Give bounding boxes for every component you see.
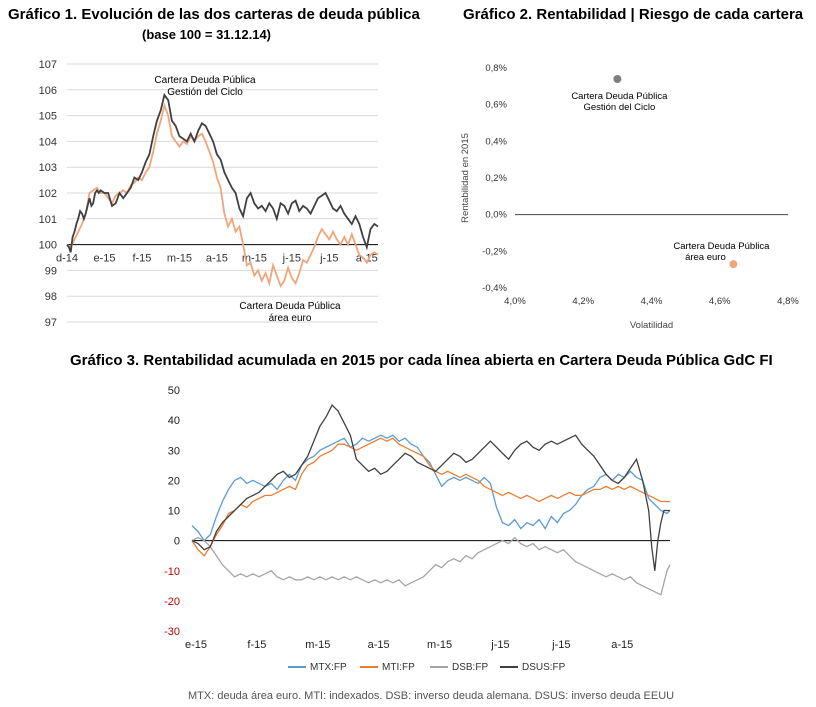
y-tick-label: 103 <box>39 162 57 174</box>
x-tick-label: 4,6% <box>709 296 731 307</box>
y-tick-label: 0,0% <box>485 210 507 221</box>
x-tick-label: j-15 <box>551 639 570 651</box>
y-tick-label: -0,2% <box>482 246 507 257</box>
chart2-title: Gráfico 2. Rentabilidad | Riesgo de cada… <box>463 6 804 23</box>
x-tick-label: a-15 <box>206 253 228 265</box>
y-tick-label: 0 <box>174 536 180 548</box>
point-area-euro <box>729 260 738 269</box>
x-tick-label: j-15 <box>490 639 509 651</box>
y-tick-label: -30 <box>164 626 180 638</box>
series-label: Gestión del Ciclo <box>167 87 243 98</box>
x-axis-label: Volatilidad <box>630 320 673 331</box>
x-tick-label: m-15 <box>242 253 267 265</box>
y-tick-label: 0,8% <box>485 63 507 74</box>
x-tick-label: j-15 <box>319 253 338 265</box>
chart2-plot: -0,4% -0,2% 0,0% 0,2% 0,4% 0,6% 0,8% 4,0% 4,2% 4,… <box>460 63 799 331</box>
x-tick-label: m-15 <box>167 253 192 265</box>
x-tick-label: 4,8% <box>777 296 799 307</box>
legend-label: MTX:FP <box>310 662 347 673</box>
y-axis-label: Rentabilidad en 2015 <box>460 133 471 223</box>
x-tick-label: d-14 <box>56 253 78 265</box>
legend-label: DSB:FP <box>452 662 488 673</box>
x-tick-label: a-15 <box>611 639 633 651</box>
point-label: Cartera Deuda Pública <box>673 241 770 252</box>
point-label: Cartera Deuda Pública <box>571 91 668 102</box>
chart3-title: Gráfico 3. Rentabilidad acumulada en 201… <box>70 352 773 369</box>
y-tick-label: 0,4% <box>485 136 507 147</box>
y-tick-label: 99 <box>45 265 57 277</box>
series-label: área euro <box>269 313 312 324</box>
chart3-plot: -30 -20 -10 0 10 20 30 40 50 e-15 f-15 m-15 a-15 m-15… <box>164 385 671 673</box>
x-tick-label: 4,4% <box>641 296 663 307</box>
x-tick-label: f-15 <box>247 639 266 651</box>
series-line-dsb-fp <box>191 536 671 596</box>
series-line-dsus-fp <box>191 404 670 571</box>
y-tick-label: 101 <box>39 214 57 226</box>
y-tick-label: 107 <box>39 59 57 71</box>
y-tick-label: 97 <box>45 317 57 329</box>
point-gestion-ciclo <box>613 75 622 83</box>
chart3-footnote: MTX: deuda área euro. MTI: indexados. DS… <box>188 690 675 702</box>
y-tick-label: 10 <box>168 506 180 518</box>
y-tick-label: 40 <box>168 415 180 427</box>
y-tick-label: -20 <box>164 596 180 608</box>
y-tick-label: 30 <box>168 445 180 457</box>
chart1-subtitle: (base 100 = 31.12.14) <box>142 27 272 42</box>
y-tick-label: 106 <box>39 85 57 97</box>
y-tick-label: 98 <box>45 291 57 303</box>
y-tick-label: 0,6% <box>485 100 507 111</box>
point-label: área euro <box>685 252 726 263</box>
x-tick-label: a-15 <box>368 639 390 651</box>
y-tick-label: -10 <box>164 566 180 578</box>
point-label: Gestión del Ciclo <box>583 102 655 113</box>
series-label: Cartera Deuda Pública <box>154 75 256 86</box>
x-tick-label: f-15 <box>132 253 151 265</box>
y-tick-label: 102 <box>39 188 57 200</box>
x-tick-label: 4,0% <box>504 296 526 307</box>
x-tick-label: e-15 <box>93 253 115 265</box>
y-tick-label: 105 <box>39 111 57 123</box>
y-tick-label: -0,4% <box>482 283 507 294</box>
y-tick-label: 0,2% <box>485 173 507 184</box>
x-tick-label: 4,2% <box>572 296 594 307</box>
y-tick-label: 100 <box>39 240 57 252</box>
series-line-gestion-ciclo <box>66 92 379 253</box>
chart1-plot: 97 98 99 100 101 102 103 104 105 106 107 d-14 e-15 f-… <box>39 59 379 329</box>
legend-label: MTI:FP <box>382 662 415 673</box>
y-tick-label: 20 <box>168 475 180 487</box>
x-tick-label: m-15 <box>305 639 330 651</box>
y-tick-label: 50 <box>168 385 180 397</box>
legend-label: DSUS:FP <box>522 662 566 673</box>
y-tick-label: 104 <box>39 136 57 148</box>
x-tick-label: m-15 <box>427 639 452 651</box>
x-tick-label: j-15 <box>282 253 301 265</box>
chart1-title: Gráfico 1. Evolución de las dos carteras… <box>8 6 420 23</box>
x-tick-label: e-15 <box>185 639 207 651</box>
series-label: Cartera Deuda Pública <box>239 301 341 312</box>
series-line-mti-fp <box>191 437 670 557</box>
